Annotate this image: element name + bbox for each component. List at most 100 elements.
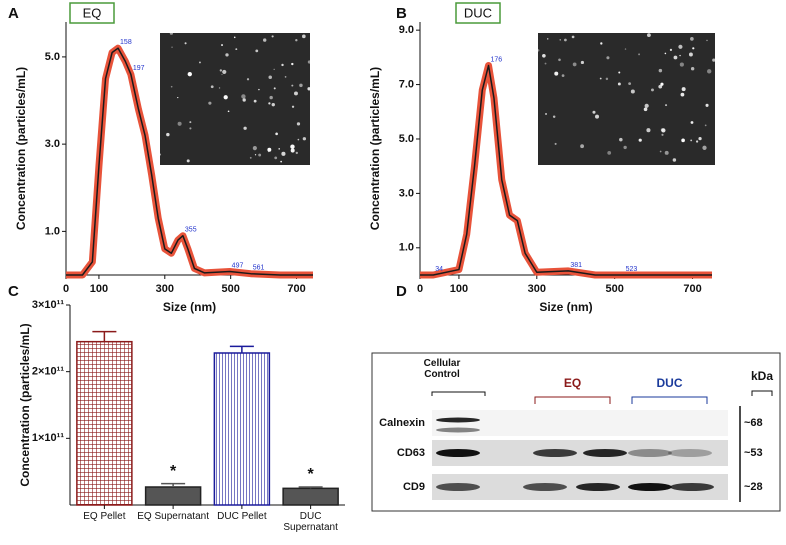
bar xyxy=(76,340,133,506)
particle-spot xyxy=(268,75,272,79)
peak-label: 158 xyxy=(120,39,132,46)
particle-spot xyxy=(268,102,271,105)
particle-spot xyxy=(295,39,298,42)
particle-spot xyxy=(595,114,600,119)
particle-spot xyxy=(605,77,609,81)
blot-band xyxy=(523,483,567,491)
x-axis-label: Size (nm) xyxy=(163,300,216,314)
chart-title: EQ xyxy=(83,5,102,20)
particle-spot xyxy=(679,62,684,67)
blot-band xyxy=(436,427,480,433)
particle-spot xyxy=(249,156,252,159)
particle-spot xyxy=(664,52,667,55)
particle-spot xyxy=(664,150,669,155)
peak-label: 176 xyxy=(491,56,503,63)
particle-spot xyxy=(246,78,250,81)
particle-spot xyxy=(660,82,664,86)
y-tick-label: 3.0 xyxy=(399,187,414,199)
particle-spot xyxy=(278,148,280,150)
particle-spot xyxy=(223,95,228,100)
particle-spot xyxy=(222,69,227,75)
particle-spot xyxy=(273,68,275,70)
panel-label: A xyxy=(8,5,19,22)
particle-spot xyxy=(681,138,685,143)
particle-spot xyxy=(545,112,547,115)
blot-band xyxy=(670,483,714,491)
particle-spot xyxy=(599,77,602,80)
particle-spot xyxy=(297,138,300,141)
x-tick-label: 500 xyxy=(605,283,623,295)
bracket xyxy=(431,391,486,396)
particle-spot xyxy=(221,73,223,76)
blot-band xyxy=(533,449,577,457)
x-tick-label: 0 xyxy=(63,283,69,295)
particle-spot xyxy=(258,88,260,91)
size-label: ~28 xyxy=(744,481,763,493)
y-tick-label: 1.0 xyxy=(45,225,60,237)
x-tick-label: EQ Supernatant xyxy=(137,511,209,522)
particle-spot xyxy=(252,146,257,151)
blot-band xyxy=(436,417,480,423)
particle-spot xyxy=(628,82,632,86)
particle-spot xyxy=(290,144,295,149)
control-label: Cellular Control xyxy=(423,358,461,380)
particle-spot xyxy=(218,87,221,89)
particle-spot xyxy=(680,92,685,97)
particle-spot xyxy=(536,49,540,52)
particle-spot xyxy=(189,121,192,124)
particle-spot xyxy=(267,147,272,152)
particle-spot xyxy=(295,151,298,155)
particle-spot xyxy=(241,94,246,99)
particle-spot xyxy=(302,137,307,141)
particle-spot xyxy=(158,153,162,156)
particle-spot xyxy=(659,150,662,153)
particle-spot xyxy=(281,63,284,67)
y-axis-label: Concentration (particles/mL) xyxy=(368,67,382,230)
y-tick-label: 3×10¹¹ xyxy=(32,299,64,311)
particle-spot xyxy=(210,85,214,89)
particle-spot xyxy=(624,48,627,50)
particle-spot xyxy=(658,68,663,73)
particle-spot xyxy=(189,127,192,130)
particle-spot xyxy=(707,69,712,74)
error-bar xyxy=(92,330,117,342)
row-label: CD9 xyxy=(403,481,425,493)
x-tick-label: EQ Pellet xyxy=(83,511,126,522)
particle-spot xyxy=(291,62,294,66)
group-label: DUC xyxy=(657,376,683,390)
particle-spot xyxy=(647,33,651,38)
particle-spot xyxy=(702,145,707,150)
y-axis-label: Concentration (particles/mL) xyxy=(14,67,28,230)
x-tick-label: 700 xyxy=(683,283,701,295)
particle-spot xyxy=(580,60,585,65)
particle-spot xyxy=(233,36,236,39)
y-axis-label: Concentration (particles/mL) xyxy=(18,323,32,486)
blot-band xyxy=(668,449,712,457)
control-label-box: Cellular Control xyxy=(423,358,461,380)
particle-spot xyxy=(690,121,694,124)
particle-spot xyxy=(221,44,223,47)
x-tick-label: DUC Pellet xyxy=(217,511,267,522)
particle-spot xyxy=(170,85,173,88)
bar xyxy=(282,487,339,506)
particle-spot xyxy=(690,37,694,41)
particle-spot xyxy=(169,31,173,35)
group-label: EQ xyxy=(564,376,581,390)
particle-spot xyxy=(661,133,664,136)
particle-spot xyxy=(275,132,278,136)
peak-label: 497 xyxy=(232,262,244,269)
blot-band xyxy=(583,449,627,457)
blot-band xyxy=(576,483,620,491)
title-box xyxy=(455,2,501,24)
particle-spot xyxy=(705,103,709,107)
x-axis-label: Size (nm) xyxy=(539,300,592,314)
bracket xyxy=(751,390,773,396)
particle-spot xyxy=(544,62,547,65)
microscopy-image xyxy=(160,33,310,165)
particle-spot xyxy=(242,98,247,102)
line-series xyxy=(420,64,712,276)
blot-frame xyxy=(371,352,781,512)
particle-spot xyxy=(698,137,702,141)
y-tick-label: 2×10¹¹ xyxy=(32,366,64,378)
